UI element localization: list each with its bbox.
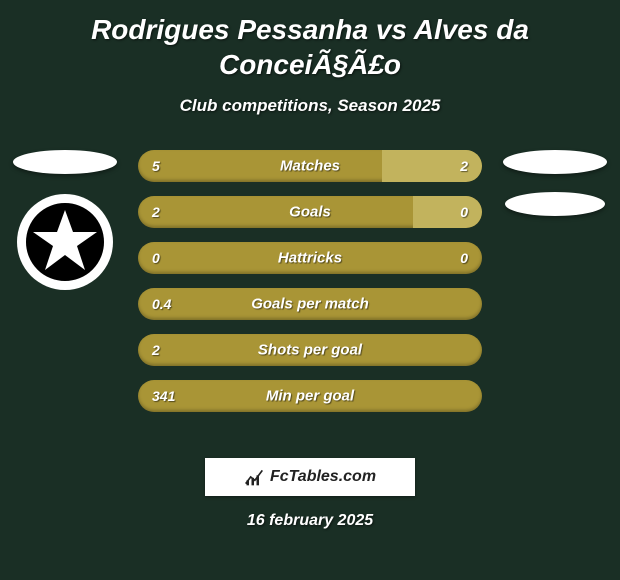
stat-bar: 2Shots per goal: [138, 334, 482, 366]
subtitle: Club competitions, Season 2025: [0, 96, 620, 116]
comparison-body: 52Matches 20Goals 00Hattricks 0.4Goals per …: [0, 150, 620, 440]
right-flag-icon: [503, 150, 607, 174]
stat-bars: 52Matches 20Goals 00Hattricks 0.4Goals per …: [138, 150, 482, 412]
right-club-badge-icon: [505, 192, 605, 216]
stat-label: Hattricks: [138, 250, 482, 267]
chart-icon: [244, 467, 264, 487]
right-player-column: [498, 150, 612, 216]
stat-label: Matches: [138, 158, 482, 175]
watermark[interactable]: FcTables.com: [205, 458, 415, 496]
stat-bar: 52Matches: [138, 150, 482, 182]
stat-bar: 20Goals: [138, 196, 482, 228]
watermark-text: FcTables.com: [270, 468, 376, 486]
left-flag-icon: [13, 150, 117, 174]
comparison-card: Rodrigues Pessanha vs Alves da ConceiÃ§Ã…: [0, 0, 620, 580]
stat-bar: 341Min per goal: [138, 380, 482, 412]
stat-label: Goals: [138, 204, 482, 221]
stat-bar: 0.4Goals per match: [138, 288, 482, 320]
stat-label: Shots per goal: [138, 342, 482, 359]
stat-bar: 00Hattricks: [138, 242, 482, 274]
date-label: 16 february 2025: [0, 512, 620, 530]
stat-label: Goals per match: [138, 296, 482, 313]
left-player-column: [8, 150, 122, 292]
left-club-badge-icon: [15, 192, 115, 292]
stat-label: Min per goal: [138, 388, 482, 405]
page-title: Rodrigues Pessanha vs Alves da ConceiÃ§Ã…: [0, 0, 620, 82]
